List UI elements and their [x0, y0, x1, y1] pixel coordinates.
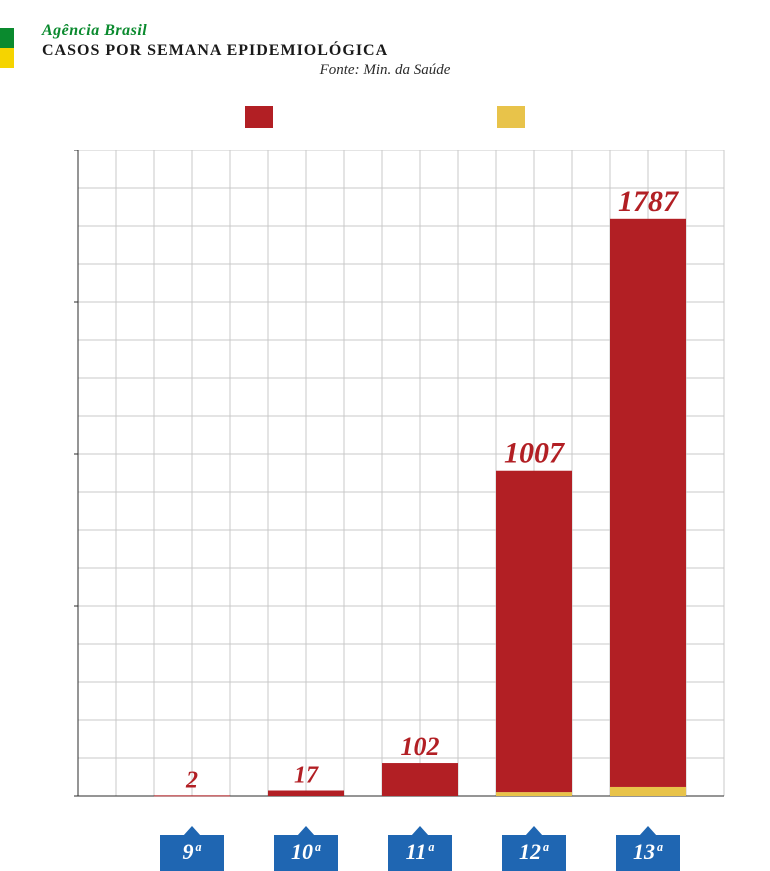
chart-source: Fonte: Min. da Saúde	[0, 62, 770, 79]
x-axis-label: 13a	[616, 826, 680, 871]
x-axis-label: 10a	[274, 826, 338, 871]
svg-text:1787: 1787	[618, 185, 679, 218]
svg-text:102: 102	[401, 732, 440, 761]
x-axis-label: 11a	[388, 826, 452, 871]
chart-title: CASOS POR SEMANA EPIDEMIOLÓGICA	[42, 42, 388, 60]
legend-swatch-secondary	[497, 106, 525, 128]
bar-chart: 2 17 102 1007 1787	[74, 150, 728, 800]
x-axis-labels: 9a 10a 11a 12a 13a	[74, 818, 728, 868]
svg-text:1007: 1007	[504, 437, 565, 470]
svg-text:2: 2	[185, 767, 198, 793]
svg-text:17: 17	[294, 763, 319, 789]
x-axis-label: 12a	[502, 826, 566, 871]
brand-name: Agência Brasil	[42, 22, 147, 40]
legend-swatch-primary	[245, 106, 273, 128]
x-axis-label: 9a	[160, 826, 224, 871]
legend	[0, 106, 770, 128]
